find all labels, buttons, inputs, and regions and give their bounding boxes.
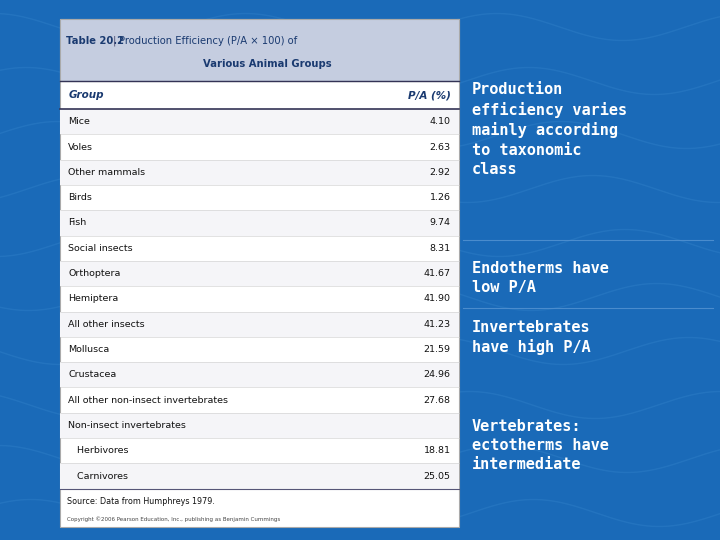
Text: All other insects: All other insects <box>68 320 145 329</box>
Bar <box>60 261 459 286</box>
Bar <box>60 160 459 185</box>
Text: Mice: Mice <box>68 117 90 126</box>
Text: Other mammals: Other mammals <box>68 168 145 177</box>
Bar <box>60 19 459 81</box>
Text: 8.31: 8.31 <box>430 244 451 253</box>
Text: 4.10: 4.10 <box>430 117 451 126</box>
Bar <box>60 19 459 526</box>
Text: Crustacea: Crustacea <box>68 370 117 379</box>
Text: Fish: Fish <box>68 219 86 227</box>
Text: Production Efficiency (P/A × 100) of: Production Efficiency (P/A × 100) of <box>119 36 297 46</box>
Text: 41.23: 41.23 <box>423 320 451 329</box>
Bar <box>60 312 459 337</box>
Bar <box>60 413 459 438</box>
Text: Endotherms have
low P/A: Endotherms have low P/A <box>472 261 608 295</box>
Text: 21.59: 21.59 <box>423 345 451 354</box>
Text: 41.90: 41.90 <box>423 294 451 303</box>
Text: P/A (%): P/A (%) <box>408 90 451 100</box>
Bar <box>60 210 459 235</box>
Text: Birds: Birds <box>68 193 92 202</box>
Text: 18.81: 18.81 <box>423 446 451 455</box>
Text: Non-insect invertebrates: Non-insect invertebrates <box>68 421 186 430</box>
Text: Table 20.2: Table 20.2 <box>66 36 124 46</box>
Text: Source: Data from Humphreys 1979.: Source: Data from Humphreys 1979. <box>67 497 215 507</box>
Text: Social insects: Social insects <box>68 244 133 253</box>
Text: Herbivores: Herbivores <box>68 446 129 455</box>
Text: Hemiptera: Hemiptera <box>68 294 119 303</box>
Text: 25.05: 25.05 <box>423 471 451 481</box>
Text: |: | <box>112 36 116 46</box>
Text: 27.68: 27.68 <box>423 396 451 404</box>
Text: 24.96: 24.96 <box>423 370 451 379</box>
Text: Voles: Voles <box>68 143 94 152</box>
Text: Group: Group <box>68 90 104 100</box>
Text: 1.26: 1.26 <box>430 193 451 202</box>
Text: All other non-insect invertebrates: All other non-insect invertebrates <box>68 396 228 404</box>
Bar <box>60 362 459 388</box>
Text: 2.92: 2.92 <box>430 168 451 177</box>
Text: 41.67: 41.67 <box>423 269 451 278</box>
Bar <box>60 463 459 489</box>
Text: Various Animal Groups: Various Animal Groups <box>203 59 332 69</box>
Text: Orthoptera: Orthoptera <box>68 269 121 278</box>
Text: Carnivores: Carnivores <box>68 471 128 481</box>
Bar <box>60 109 459 134</box>
Text: Mollusca: Mollusca <box>68 345 109 354</box>
Text: Vertebrates:
ectotherms have
intermediate: Vertebrates: ectotherms have intermediat… <box>472 419 608 472</box>
Text: Invertebrates
have high P/A: Invertebrates have high P/A <box>472 320 590 355</box>
Text: 2.63: 2.63 <box>430 143 451 152</box>
Text: Copyright ©2006 Pearson Education, Inc., publishing as Benjamin Cummings: Copyright ©2006 Pearson Education, Inc.,… <box>67 516 280 522</box>
Text: 9.74: 9.74 <box>430 219 451 227</box>
Text: Production
efficiency varies
mainly according
to taxonomic
class: Production efficiency varies mainly acco… <box>472 82 626 177</box>
